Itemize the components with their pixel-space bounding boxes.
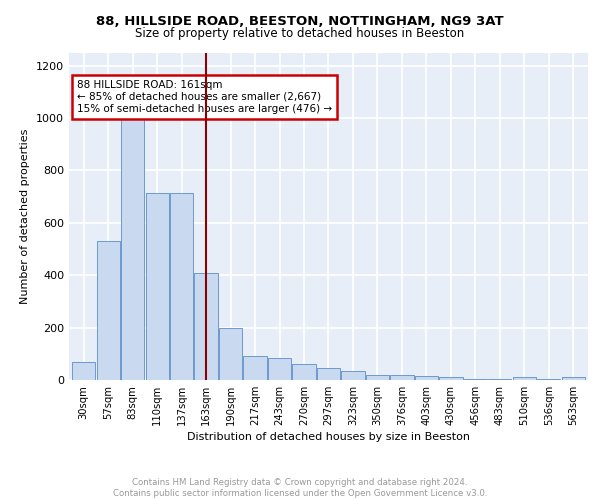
Text: Size of property relative to detached houses in Beeston: Size of property relative to detached ho… <box>136 28 464 40</box>
Text: 88 HILLSIDE ROAD: 161sqm
← 85% of detached houses are smaller (2,667)
15% of sem: 88 HILLSIDE ROAD: 161sqm ← 85% of detach… <box>77 80 332 114</box>
Bar <box>121 116 144 380</box>
Bar <box>464 378 487 380</box>
Bar <box>317 368 340 380</box>
Bar <box>415 376 438 380</box>
Bar <box>268 358 291 380</box>
Bar <box>366 376 389 380</box>
Bar <box>97 241 120 380</box>
Bar <box>537 378 560 380</box>
Bar <box>146 192 169 380</box>
Bar <box>513 377 536 380</box>
Bar <box>170 192 193 380</box>
Bar <box>219 328 242 380</box>
Text: Contains HM Land Registry data © Crown copyright and database right 2024.
Contai: Contains HM Land Registry data © Crown c… <box>113 478 487 498</box>
X-axis label: Distribution of detached houses by size in Beeston: Distribution of detached houses by size … <box>187 432 470 442</box>
Bar <box>341 371 365 380</box>
Bar <box>72 362 95 380</box>
Text: 88, HILLSIDE ROAD, BEESTON, NOTTINGHAM, NG9 3AT: 88, HILLSIDE ROAD, BEESTON, NOTTINGHAM, … <box>96 15 504 28</box>
Bar <box>439 377 463 380</box>
Bar <box>488 378 511 380</box>
Bar <box>292 364 316 380</box>
Bar <box>562 377 585 380</box>
Bar <box>391 376 413 380</box>
Y-axis label: Number of detached properties: Number of detached properties <box>20 128 31 304</box>
Bar <box>194 272 218 380</box>
Bar <box>244 356 266 380</box>
